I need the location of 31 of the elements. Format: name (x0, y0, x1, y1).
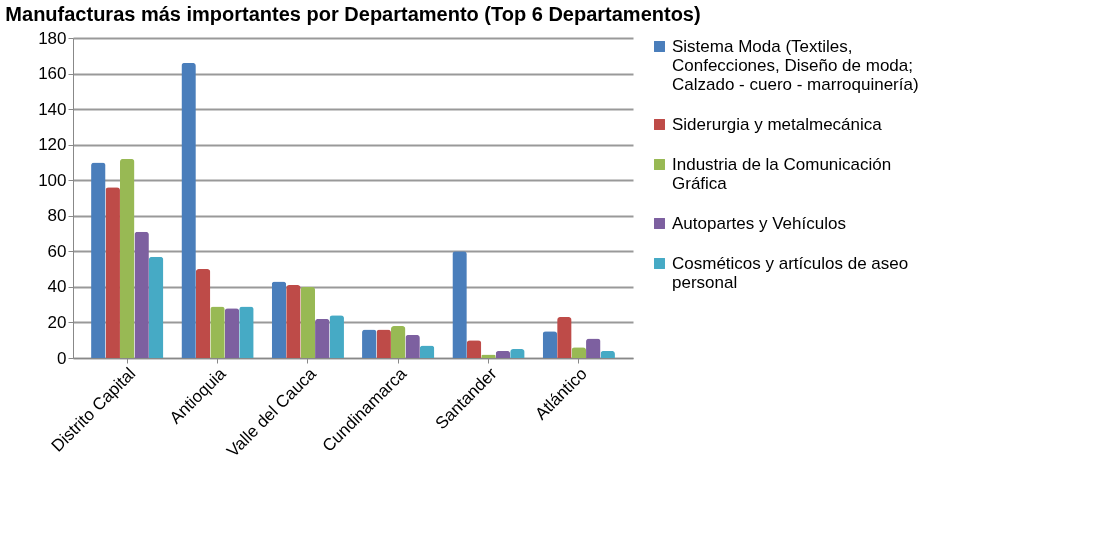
bar (224, 308, 240, 358)
bar (181, 62, 196, 358)
bar (105, 187, 120, 358)
bar (390, 326, 406, 358)
bar (119, 158, 135, 358)
y-tick-label: 0 (57, 348, 67, 368)
legend-label: Sistema Moda (Textiles, Confecciones, Diseño de moda; Calzado - cuero - marroquinería) (672, 36, 919, 94)
y-tick-label: 120 (38, 135, 67, 155)
legend-label: Autopartes y Vehículos (672, 213, 846, 233)
y-tick-label: 140 (38, 99, 67, 119)
bar (134, 231, 149, 358)
y-tick-label: 80 (47, 206, 67, 226)
bar (148, 256, 164, 358)
y-tick-label: 40 (47, 277, 67, 297)
bar (419, 345, 435, 358)
bar (286, 285, 301, 358)
bar (91, 162, 106, 358)
y-tick-label: 60 (47, 241, 67, 261)
legend-label: Siderurgia y metalmecánica (672, 114, 883, 134)
bar (271, 281, 287, 358)
bar (466, 340, 482, 358)
y-tick-label: 160 (38, 64, 67, 84)
bar (542, 331, 558, 358)
chart-title: Manufacturas más importantes por Departamento (Top 6 Departamentos) (5, 3, 701, 25)
bar (300, 286, 316, 358)
y-tick-label: 180 (38, 28, 67, 48)
y-tick-label: 100 (38, 170, 67, 190)
legend-label: Industria de la Comunicación Gráfica (672, 154, 892, 193)
y-tick-label: 20 (47, 312, 67, 332)
bar (195, 269, 211, 358)
legend-label: Cosméticos y artículos de aseo personal (672, 253, 909, 292)
